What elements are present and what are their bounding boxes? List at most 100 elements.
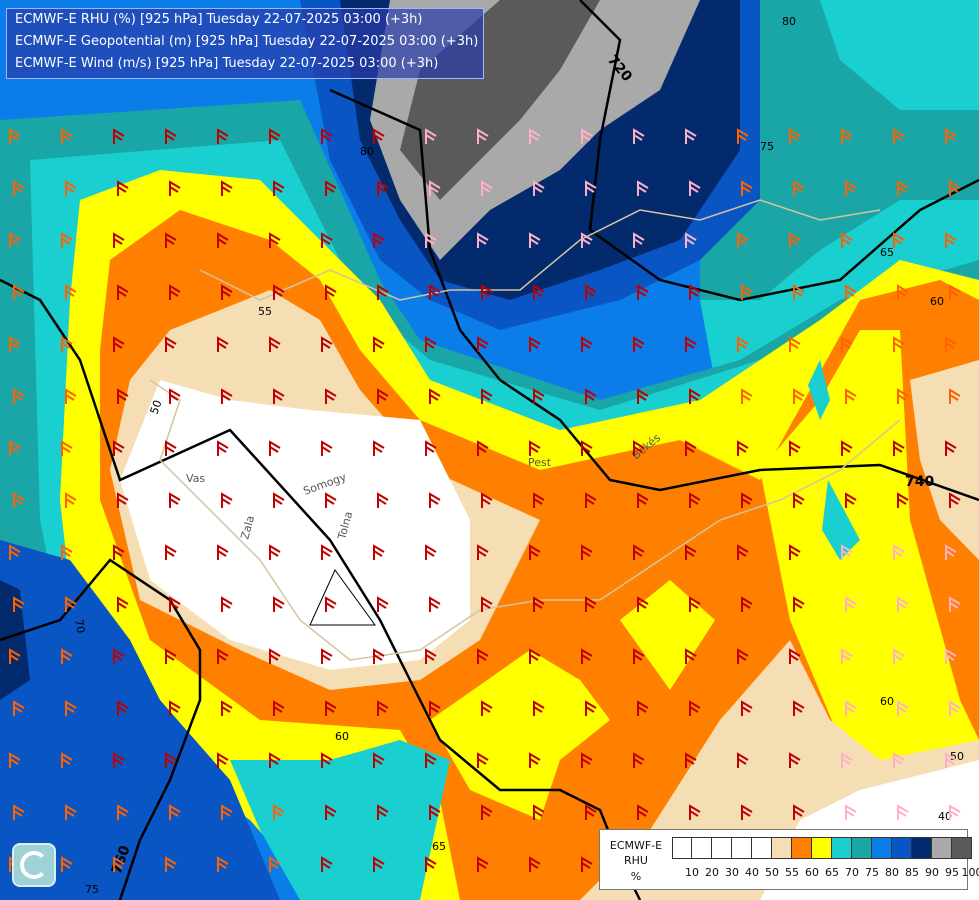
wind-barb: [533, 492, 545, 508]
wind-barb: [217, 752, 229, 768]
wind-barb: [949, 388, 961, 404]
wind-barb: [61, 440, 73, 456]
legend-swatch: [672, 837, 692, 859]
wind-barb: [221, 388, 233, 404]
wind-barb: [377, 492, 389, 508]
rhu-label-75: 75: [760, 140, 774, 153]
wind-barb: [221, 492, 233, 508]
legend-tick-label: 40: [745, 866, 759, 879]
legend-swatch: [932, 837, 952, 859]
legend-tick-label: 55: [785, 866, 799, 879]
wind-barb: [425, 128, 437, 144]
wind-barb: [581, 752, 593, 768]
wind-barb: [481, 804, 493, 820]
legend-tick-label: 90: [925, 866, 939, 879]
wind-barb: [165, 648, 177, 664]
wind-barb: [529, 752, 541, 768]
legend-tick-label: 75: [865, 866, 879, 879]
wind-barb: [737, 336, 749, 352]
wind-barb: [325, 596, 337, 612]
wind-barb: [169, 388, 181, 404]
wind-barb: [581, 856, 593, 872]
legend-swatch: [712, 837, 732, 859]
map-header: ECMWF-E RHU (%) [925 hPa] Tuesday 22-07-…: [6, 8, 484, 79]
wind-barb: [217, 544, 229, 560]
wind-barb: [637, 388, 649, 404]
wind-barb: [581, 128, 593, 144]
wind-barb: [529, 856, 541, 872]
wind-barb: [585, 492, 597, 508]
wind-barb: [9, 128, 21, 144]
wind-barb: [325, 284, 337, 300]
geopotential-contour-760: [0, 558, 202, 900]
wind-barb: [117, 596, 129, 612]
legend-tick-label: 10: [685, 866, 699, 879]
rhu-label-60-se: 60: [880, 695, 894, 708]
wind-barb: [793, 284, 805, 300]
wind-barb: [273, 700, 285, 716]
wind-barb: [737, 232, 749, 248]
wind-barb: [533, 804, 545, 820]
wind-barb: [477, 544, 489, 560]
legend-tick-label: 30: [725, 866, 739, 879]
legend-swatch: [792, 837, 812, 859]
wind-barb: [481, 180, 493, 196]
wind-barb: [65, 284, 77, 300]
wind-barb: [533, 596, 545, 612]
wind-barb: [949, 180, 961, 196]
wind-barb: [893, 752, 905, 768]
wind-barb: [793, 700, 805, 716]
wind-barb: [269, 440, 281, 456]
wind-barb: [321, 440, 333, 456]
wind-barb: [893, 440, 905, 456]
rhu-band-55-east: [910, 360, 979, 560]
wind-barb: [217, 336, 229, 352]
wind-barb: [13, 492, 25, 508]
wind-barb: [221, 700, 233, 716]
wind-barb: [13, 700, 25, 716]
wind-barb: [637, 804, 649, 820]
wind-barb: [425, 232, 437, 248]
wind-barb: [477, 856, 489, 872]
wind-barb: [113, 232, 125, 248]
wind-barb: [65, 388, 77, 404]
rhu-label-70-w: 70: [72, 618, 87, 634]
legend-tick-label: 50: [765, 866, 779, 879]
wind-barb: [273, 492, 285, 508]
wind-barb: [737, 648, 749, 664]
wind-barb: [9, 648, 21, 664]
rhu-label-65-s: 65: [432, 840, 446, 853]
place-label-zala: Zala: [238, 514, 257, 541]
wind-barb: [689, 596, 701, 612]
swirl-icon: [20, 851, 48, 879]
legend-tick-label: 85: [905, 866, 919, 879]
wind-barb: [117, 492, 129, 508]
wind-barb: [113, 336, 125, 352]
wind-barb: [373, 752, 385, 768]
wind-barb: [529, 544, 541, 560]
wind-barb: [13, 388, 25, 404]
wind-barb: [429, 180, 441, 196]
wind-barb: [841, 336, 853, 352]
wind-barb: [581, 544, 593, 560]
wind-barb: [325, 388, 337, 404]
wind-barb: [845, 596, 857, 612]
wind-barb: [949, 700, 961, 716]
wind-barb: [65, 804, 77, 820]
header-line-geopotential: ECMWF-E Geopotential (m) [925 hPa] Tuesd…: [15, 34, 479, 49]
wind-barb: [481, 596, 493, 612]
wind-barb: [113, 648, 125, 664]
wind-barb: [269, 752, 281, 768]
wind-barb: [217, 440, 229, 456]
wind-barb: [949, 492, 961, 508]
rhu-label-50: 50: [148, 398, 165, 416]
wind-barb: [689, 804, 701, 820]
wind-barb: [529, 336, 541, 352]
place-label-vas: Vas: [186, 472, 205, 485]
legend-swatch: [772, 837, 792, 859]
wind-barb: [845, 700, 857, 716]
legend-title-unit: %: [630, 870, 642, 883]
legend-swatch: [732, 837, 752, 859]
wind-barb: [373, 648, 385, 664]
wind-barb: [789, 752, 801, 768]
